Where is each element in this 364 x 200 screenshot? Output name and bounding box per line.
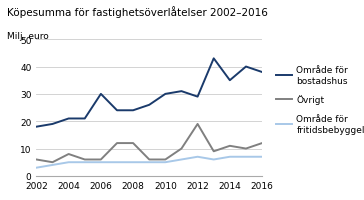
Text: Milj. euro: Milj. euro [7,32,49,41]
Text: Köpesumma för fastighetsöverlåtelser 2002–2016: Köpesumma för fastighetsöverlåtelser 200… [7,6,268,18]
Legend: Område för
bostadshus, Övrigt, Område för
fritidsbebyggelse: Område för bostadshus, Övrigt, Område fö… [272,62,364,138]
